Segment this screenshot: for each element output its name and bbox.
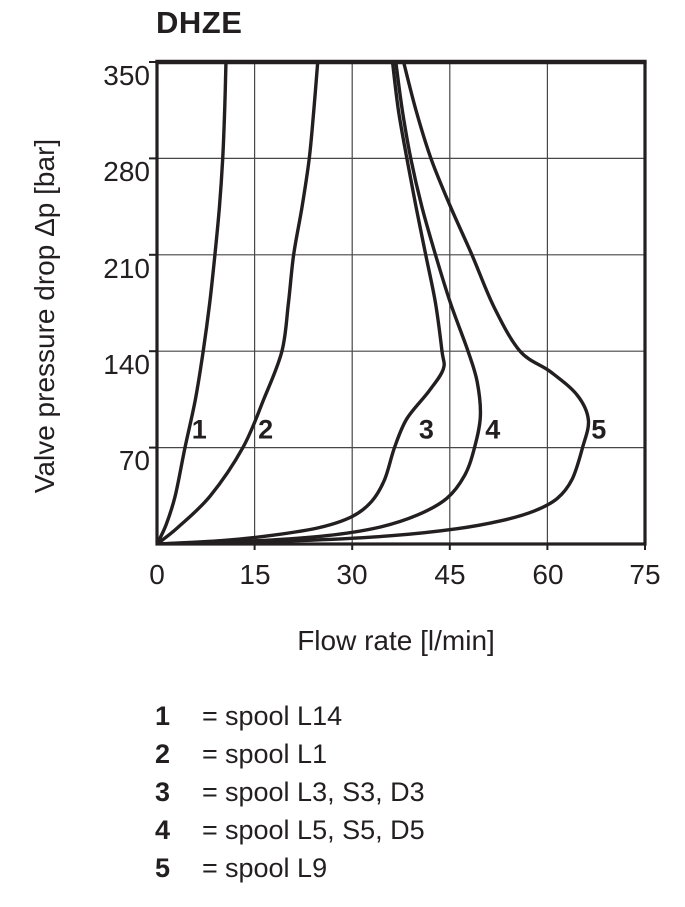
legend-row: 1 = spool L14 [155,697,425,735]
legend-row: 5 = spool L9 [155,849,425,887]
curve-label-1: 1 [191,414,207,445]
pressure-flow-chart [149,59,647,550]
legend-spool-name: spool L14 [225,701,343,731]
y-tick-label: 350 [103,60,150,91]
legend-curve-number: 4 [155,815,171,845]
curve-label-5: 5 [591,414,607,445]
x-tick-label: 45 [434,559,466,590]
legend-spool-name: spool L9 [225,853,328,883]
legend-curve-number: 5 [155,853,171,883]
legend-equals-sign: = [202,739,218,769]
legend-row: 4 = spool L5, S5, D5 [155,811,425,849]
y-tick-label: 210 [103,253,150,284]
legend-equals-sign: = [202,815,218,845]
legend: 1 = spool L14 2 = spool L1 3 = spool L3,… [155,697,425,887]
legend-spool-name: spool L1 [225,739,328,769]
legend-curve-number: 1 [155,701,171,731]
curve-label-2: 2 [258,414,274,445]
legend-spool-name: spool L3, S3, D3 [225,777,425,807]
legend-equals-sign: = [202,777,218,807]
x-axis-title: Flow rate [l/min] [297,625,495,656]
x-tick-label: 60 [532,559,564,590]
curve-label-3: 3 [418,414,434,445]
legend-row: 3 = spool L3, S3, D3 [155,773,425,811]
x-tick-label: 15 [239,559,271,590]
y-axis-title: Valve pressure drop Δp [bar] [29,138,60,494]
y-tick-label: 280 [103,156,150,187]
legend-equals-sign: = [202,853,218,883]
chart-title: DHZE [156,5,243,40]
legend-curve-number: 2 [155,739,171,769]
legend-row: 2 = spool L1 [155,735,425,773]
y-tick-label: 70 [118,445,150,476]
legend-curve-number: 3 [155,777,171,807]
y-tick-label: 140 [103,349,150,380]
x-tick-label: 30 [336,559,368,590]
curve-label-4: 4 [485,414,501,445]
legend-equals-sign: = [202,701,218,731]
x-tick-label: 0 [149,559,165,590]
x-tick-label: 75 [629,559,661,590]
legend-spool-name: spool L5, S5, D5 [225,815,425,845]
